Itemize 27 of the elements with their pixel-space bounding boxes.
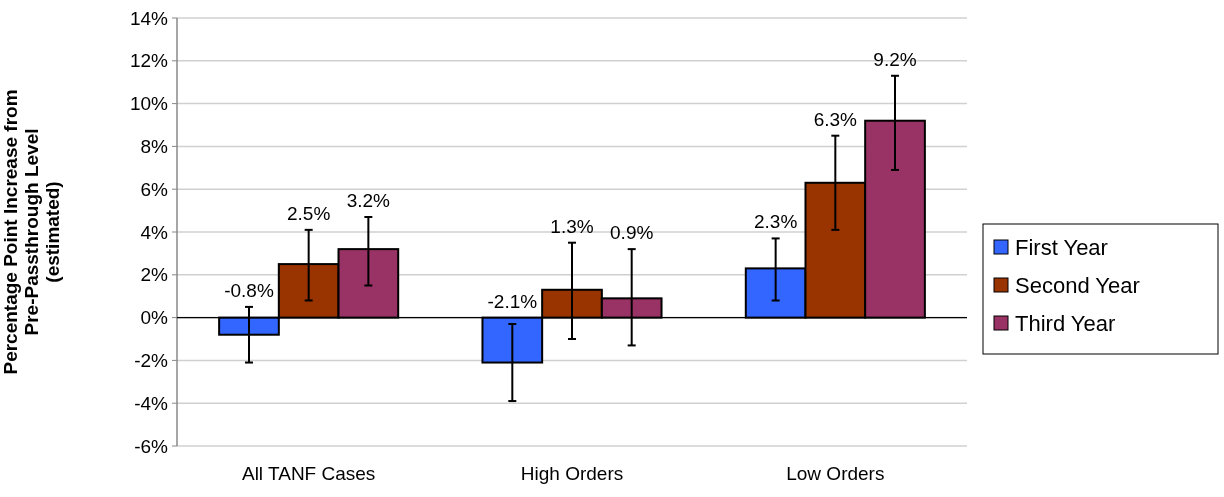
legend-label: First Year — [1015, 234, 1108, 260]
x-tick-label: High Orders — [520, 463, 624, 484]
y-tick-label: 10% — [129, 93, 169, 115]
y-tick-label: 12% — [129, 50, 169, 72]
data-label: 6.3% — [813, 108, 858, 130]
data-label: 2.5% — [287, 202, 331, 224]
y-tick-label: 0% — [140, 307, 169, 329]
y-tick-label: 14% — [129, 7, 169, 29]
data-label: 9.2% — [873, 48, 917, 70]
legend-label: Second Year — [1015, 272, 1140, 298]
y-tick-label: 8% — [140, 136, 169, 158]
data-label: -0.8% — [224, 279, 274, 301]
data-label: 0.9% — [610, 222, 654, 244]
data-label: -2.1% — [487, 290, 538, 312]
y-axis-title: Percentage Point Increase from Pre-Passthrough Level (estimated) — [0, 89, 63, 375]
data-label: 3.2% — [346, 190, 391, 212]
y-tick-label: -6% — [134, 435, 169, 457]
legend-label: Third Year — [1015, 310, 1116, 336]
x-tick-label: Low Orders — [786, 463, 885, 484]
x-tick-label: All TANF Cases — [241, 463, 376, 484]
data-label: 1.3% — [550, 215, 594, 237]
y-tick-label: -2% — [134, 350, 169, 372]
y-tick-label: 6% — [140, 178, 169, 200]
y-tick-label: -4% — [134, 392, 169, 414]
y-tick-label: 4% — [140, 221, 169, 243]
y-tick-label: 2% — [140, 264, 169, 286]
data-label: 2.3% — [753, 211, 798, 233]
